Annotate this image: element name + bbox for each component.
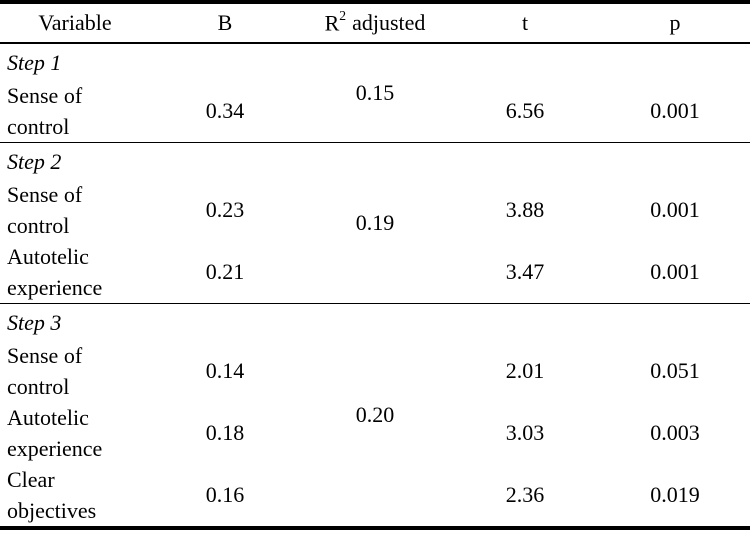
empty-cell [450,303,600,340]
col-header-r2-adjusted: R2 adjusted [300,2,450,44]
t-value: 3.03 [505,420,545,445]
col-header-b: B [150,2,300,44]
t-value: 3.47 [505,259,545,284]
variable-name: Sense of control [7,83,83,139]
b-value: 0.18 [205,420,245,445]
step-1-label-row: Step 1 0.15 [0,43,750,106]
step-1-label: Step 1 [7,49,62,75]
table-row: Sense of control 0.34 6.56 0.001 [0,80,750,143]
t-value: 6.56 [505,98,545,123]
empty-cell [600,303,750,340]
step-3-label-row: Step 3 0.20 [0,303,750,528]
empty-cell [450,43,600,80]
p-value: 0.019 [650,482,700,507]
col-header-p: p [600,2,750,44]
empty-cell [600,43,750,80]
col-header-variable: Variable [0,2,150,44]
r2-rest: adjusted [352,10,426,36]
b-value: 0.16 [205,482,245,507]
b-value: 0.14 [205,358,245,383]
table-row: Sense of control 0.14 2.01 0.051 [0,340,750,402]
table-row: Sense of control 0.23 3.88 0.001 [0,179,750,241]
header-row: Variable B R2 adjusted t p [0,2,750,44]
empty-cell [150,303,300,340]
empty-cell [450,142,600,179]
step-2-label: Step 2 [0,142,150,179]
p-value: 0.003 [650,420,700,445]
r2-superscript: 2 [339,7,347,23]
variable-name: Sense of control [7,343,83,399]
t-value: 2.36 [505,482,545,507]
b-value: 0.34 [205,98,245,123]
empty-cell [150,142,300,179]
step-1-r2-value: 0.15 [355,80,395,105]
p-value: 0.051 [650,358,700,383]
table-row: Clear objectives 0.16 2.36 0.019 [0,464,750,528]
b-value: 0.23 [205,197,245,222]
variable-name: Autotelic experience [7,244,103,300]
b-value: 0.21 [205,259,245,284]
empty-cell [600,142,750,179]
step-3-label: Step 3 [0,303,150,340]
t-value: 3.88 [505,197,545,222]
p-value: 0.001 [650,98,700,123]
variable-name: Autotelic experience [7,405,103,461]
r2-base: R [324,10,340,36]
step-2-label-row: Step 2 0.19 [0,142,750,304]
variable-name: Sense of control [7,182,83,238]
col-header-t: t [450,2,600,44]
p-value: 0.001 [650,197,700,222]
table-row: Autotelic experience 0.21 3.47 0.001 [0,241,750,304]
table-row: Autotelic experience 0.18 3.03 0.003 [0,402,750,464]
step-2-r2-value: 0.19 [300,142,450,304]
step-3-r2-value: 0.20 [300,303,450,528]
t-value: 2.01 [505,358,545,383]
variable-name: Clear objectives [7,467,97,523]
p-value: 0.001 [650,259,700,284]
empty-cell [150,43,300,80]
